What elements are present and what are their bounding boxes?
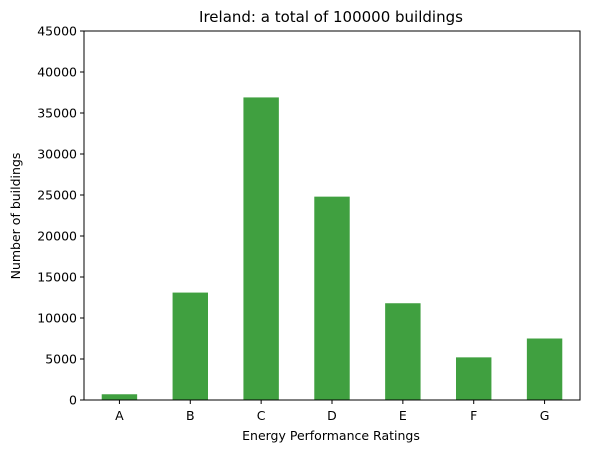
y-tick-label-25000: 25000 [37, 188, 77, 203]
y-axis-label: Number of buildings [8, 153, 23, 280]
y-tick-label-5000: 5000 [45, 352, 77, 367]
x-tick-label-A: A [115, 408, 124, 423]
x-tick-label-C: C [257, 408, 266, 423]
y-tick-label-20000: 20000 [37, 229, 77, 244]
x-tick-label-E: E [399, 408, 407, 423]
x-axis-ticks: A B C D E F G [115, 400, 549, 423]
bar-B [172, 292, 208, 400]
bar-A [101, 394, 138, 400]
chart-title: Ireland: a total of 100000 buildings [199, 8, 463, 26]
x-axis-label: Energy Performance Ratings [242, 428, 420, 443]
x-tick-label-B: B [186, 408, 195, 423]
bar-C [243, 97, 279, 401]
bar-D [314, 196, 350, 400]
y-tick-label-40000: 40000 [37, 65, 77, 80]
bar-E [385, 303, 421, 400]
x-tick-label-F: F [470, 408, 477, 423]
y-tick-label-0: 0 [69, 393, 77, 408]
y-axis-ticks: 0 5000 10000 15000 20000 25000 30000 35000 40000… [37, 24, 84, 408]
x-tick-label-G: G [540, 408, 550, 423]
y-tick-label-35000: 35000 [37, 106, 77, 121]
y-tick-label-45000: 45000 [37, 24, 77, 39]
x-tick-label-D: D [327, 408, 337, 423]
y-tick-label-15000: 15000 [37, 270, 77, 285]
plot-frame [83, 30, 581, 401]
bar-F [456, 357, 492, 400]
y-tick-label-10000: 10000 [37, 311, 77, 326]
y-tick-label-30000: 30000 [37, 147, 77, 162]
bars-group [101, 97, 563, 401]
bar-G [526, 338, 563, 400]
